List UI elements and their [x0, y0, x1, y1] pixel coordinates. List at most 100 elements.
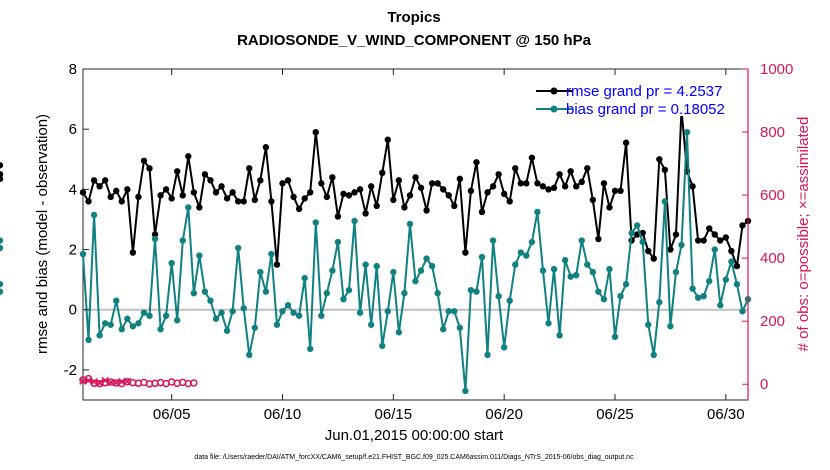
series-marker-rmse	[672, 231, 680, 238]
y2-tick-label: 0	[760, 376, 768, 393]
series-marker-rmse	[196, 204, 203, 211]
legend-text-bias: bias grand pr = 0.18052	[566, 101, 725, 118]
series-marker-bias	[434, 289, 441, 297]
series-marker-rmse	[234, 198, 242, 205]
series-marker-rmse	[384, 136, 391, 143]
series-marker-bias	[284, 302, 292, 309]
series-marker-rmse	[168, 195, 175, 202]
series-marker-rmse	[301, 195, 308, 202]
series-marker-bias	[196, 252, 203, 259]
series-marker-rmse	[113, 187, 120, 195]
series-marker-rmse	[246, 165, 253, 172]
series-marker-bias	[589, 268, 597, 276]
legend-marker-rmse	[550, 87, 558, 95]
series-marker-bias	[101, 320, 109, 327]
legend-marker-bias	[550, 105, 558, 113]
series-marker-rmse	[667, 246, 674, 253]
series-marker-rmse	[694, 237, 702, 244]
series-marker-rmse	[440, 186, 447, 193]
series-marker-bias	[645, 321, 652, 328]
series-marker-bias	[706, 277, 713, 285]
series-marker-bias	[661, 198, 669, 205]
series-marker-bias	[412, 277, 419, 285]
series-marker-bias	[556, 332, 563, 339]
series-marker-rmse	[717, 237, 724, 244]
series-marker-bias	[135, 320, 142, 327]
series-marker-bias	[428, 262, 436, 270]
series-marker-bias	[345, 286, 353, 294]
x-tick-label: 06/15	[375, 406, 413, 423]
series-marker-rmse	[606, 204, 613, 211]
series-marker-bias	[440, 326, 447, 333]
series-marker-rmse	[739, 222, 746, 229]
series-marker-rmse	[539, 183, 547, 190]
legend-text-rmse: rmse grand pr = 4.2537	[566, 83, 722, 100]
series-marker-rmse	[417, 184, 425, 192]
series-marker-rmse	[229, 189, 236, 196]
series-marker-bias	[246, 351, 253, 359]
series-marker-rmse	[351, 189, 358, 196]
series-marker-bias	[689, 285, 696, 292]
series-marker-rmse	[257, 177, 264, 184]
series-marker-rmse	[151, 231, 159, 238]
series-marker-bias	[445, 308, 452, 315]
series-marker-bias	[0, 280, 4, 288]
series-marker-bias	[523, 252, 530, 259]
series-marker-rmse	[367, 183, 375, 190]
obs-assimilated-marker	[90, 377, 98, 386]
series-marker-bias	[700, 292, 707, 300]
y2-tick-label: 200	[760, 313, 785, 330]
series-marker-rmse	[733, 262, 741, 270]
series-marker-bias	[512, 261, 519, 268]
series-marker-rmse	[218, 183, 225, 190]
series-marker-bias	[290, 309, 297, 316]
series-marker-bias	[722, 276, 730, 283]
series-marker-rmse	[0, 162, 4, 169]
series-marker-rmse	[179, 192, 186, 199]
series-marker-rmse	[284, 177, 292, 184]
series-marker-bias	[96, 332, 103, 339]
series-marker-bias	[506, 297, 513, 304]
obs-assimilated-marker	[123, 377, 132, 386]
series-marker-bias	[218, 309, 225, 316]
obs-assimilated-marker	[112, 378, 121, 387]
series-marker-bias	[539, 267, 547, 274]
series-marker-bias	[406, 220, 414, 228]
series-marker-rmse	[340, 190, 347, 198]
series-marker-bias	[456, 324, 464, 331]
series-marker-bias	[329, 267, 336, 274]
series-marker-bias	[223, 327, 231, 334]
series-marker-bias	[90, 211, 98, 219]
series-marker-rmse	[700, 237, 707, 244]
series-marker-bias	[628, 229, 635, 237]
series-marker-rmse	[561, 183, 569, 190]
series-marker-rmse	[462, 249, 469, 256]
series-marker-rmse	[489, 183, 497, 190]
series-marker-rmse	[329, 174, 336, 181]
series-marker-rmse	[473, 159, 480, 166]
series-marker-bias	[545, 320, 552, 327]
series-marker-rmse	[650, 255, 657, 262]
series-marker-bias	[356, 309, 364, 316]
series-marker-rmse	[622, 139, 630, 146]
series-marker-rmse	[406, 192, 414, 199]
series-marker-rmse	[689, 183, 696, 190]
series-marker-bias	[489, 237, 497, 244]
y-tick-label: 6	[69, 121, 77, 138]
series-marker-rmse	[589, 196, 597, 204]
series-marker-bias	[622, 280, 630, 288]
series-marker-rmse	[223, 195, 231, 202]
series-marker-rmse	[567, 168, 574, 175]
series-marker-bias	[473, 288, 480, 295]
series-marker-bias	[606, 265, 613, 273]
series-marker-rmse	[550, 184, 558, 192]
x-tick-label: 06/10	[264, 406, 302, 423]
series-marker-bias	[600, 295, 608, 303]
y-tick-label: -2	[64, 362, 77, 379]
series-marker-bias	[157, 326, 164, 333]
obs-assimilated-marker	[101, 376, 109, 385]
series-marker-rmse	[79, 189, 87, 196]
series-marker-bias	[528, 238, 536, 246]
series-marker-rmse	[451, 202, 458, 210]
